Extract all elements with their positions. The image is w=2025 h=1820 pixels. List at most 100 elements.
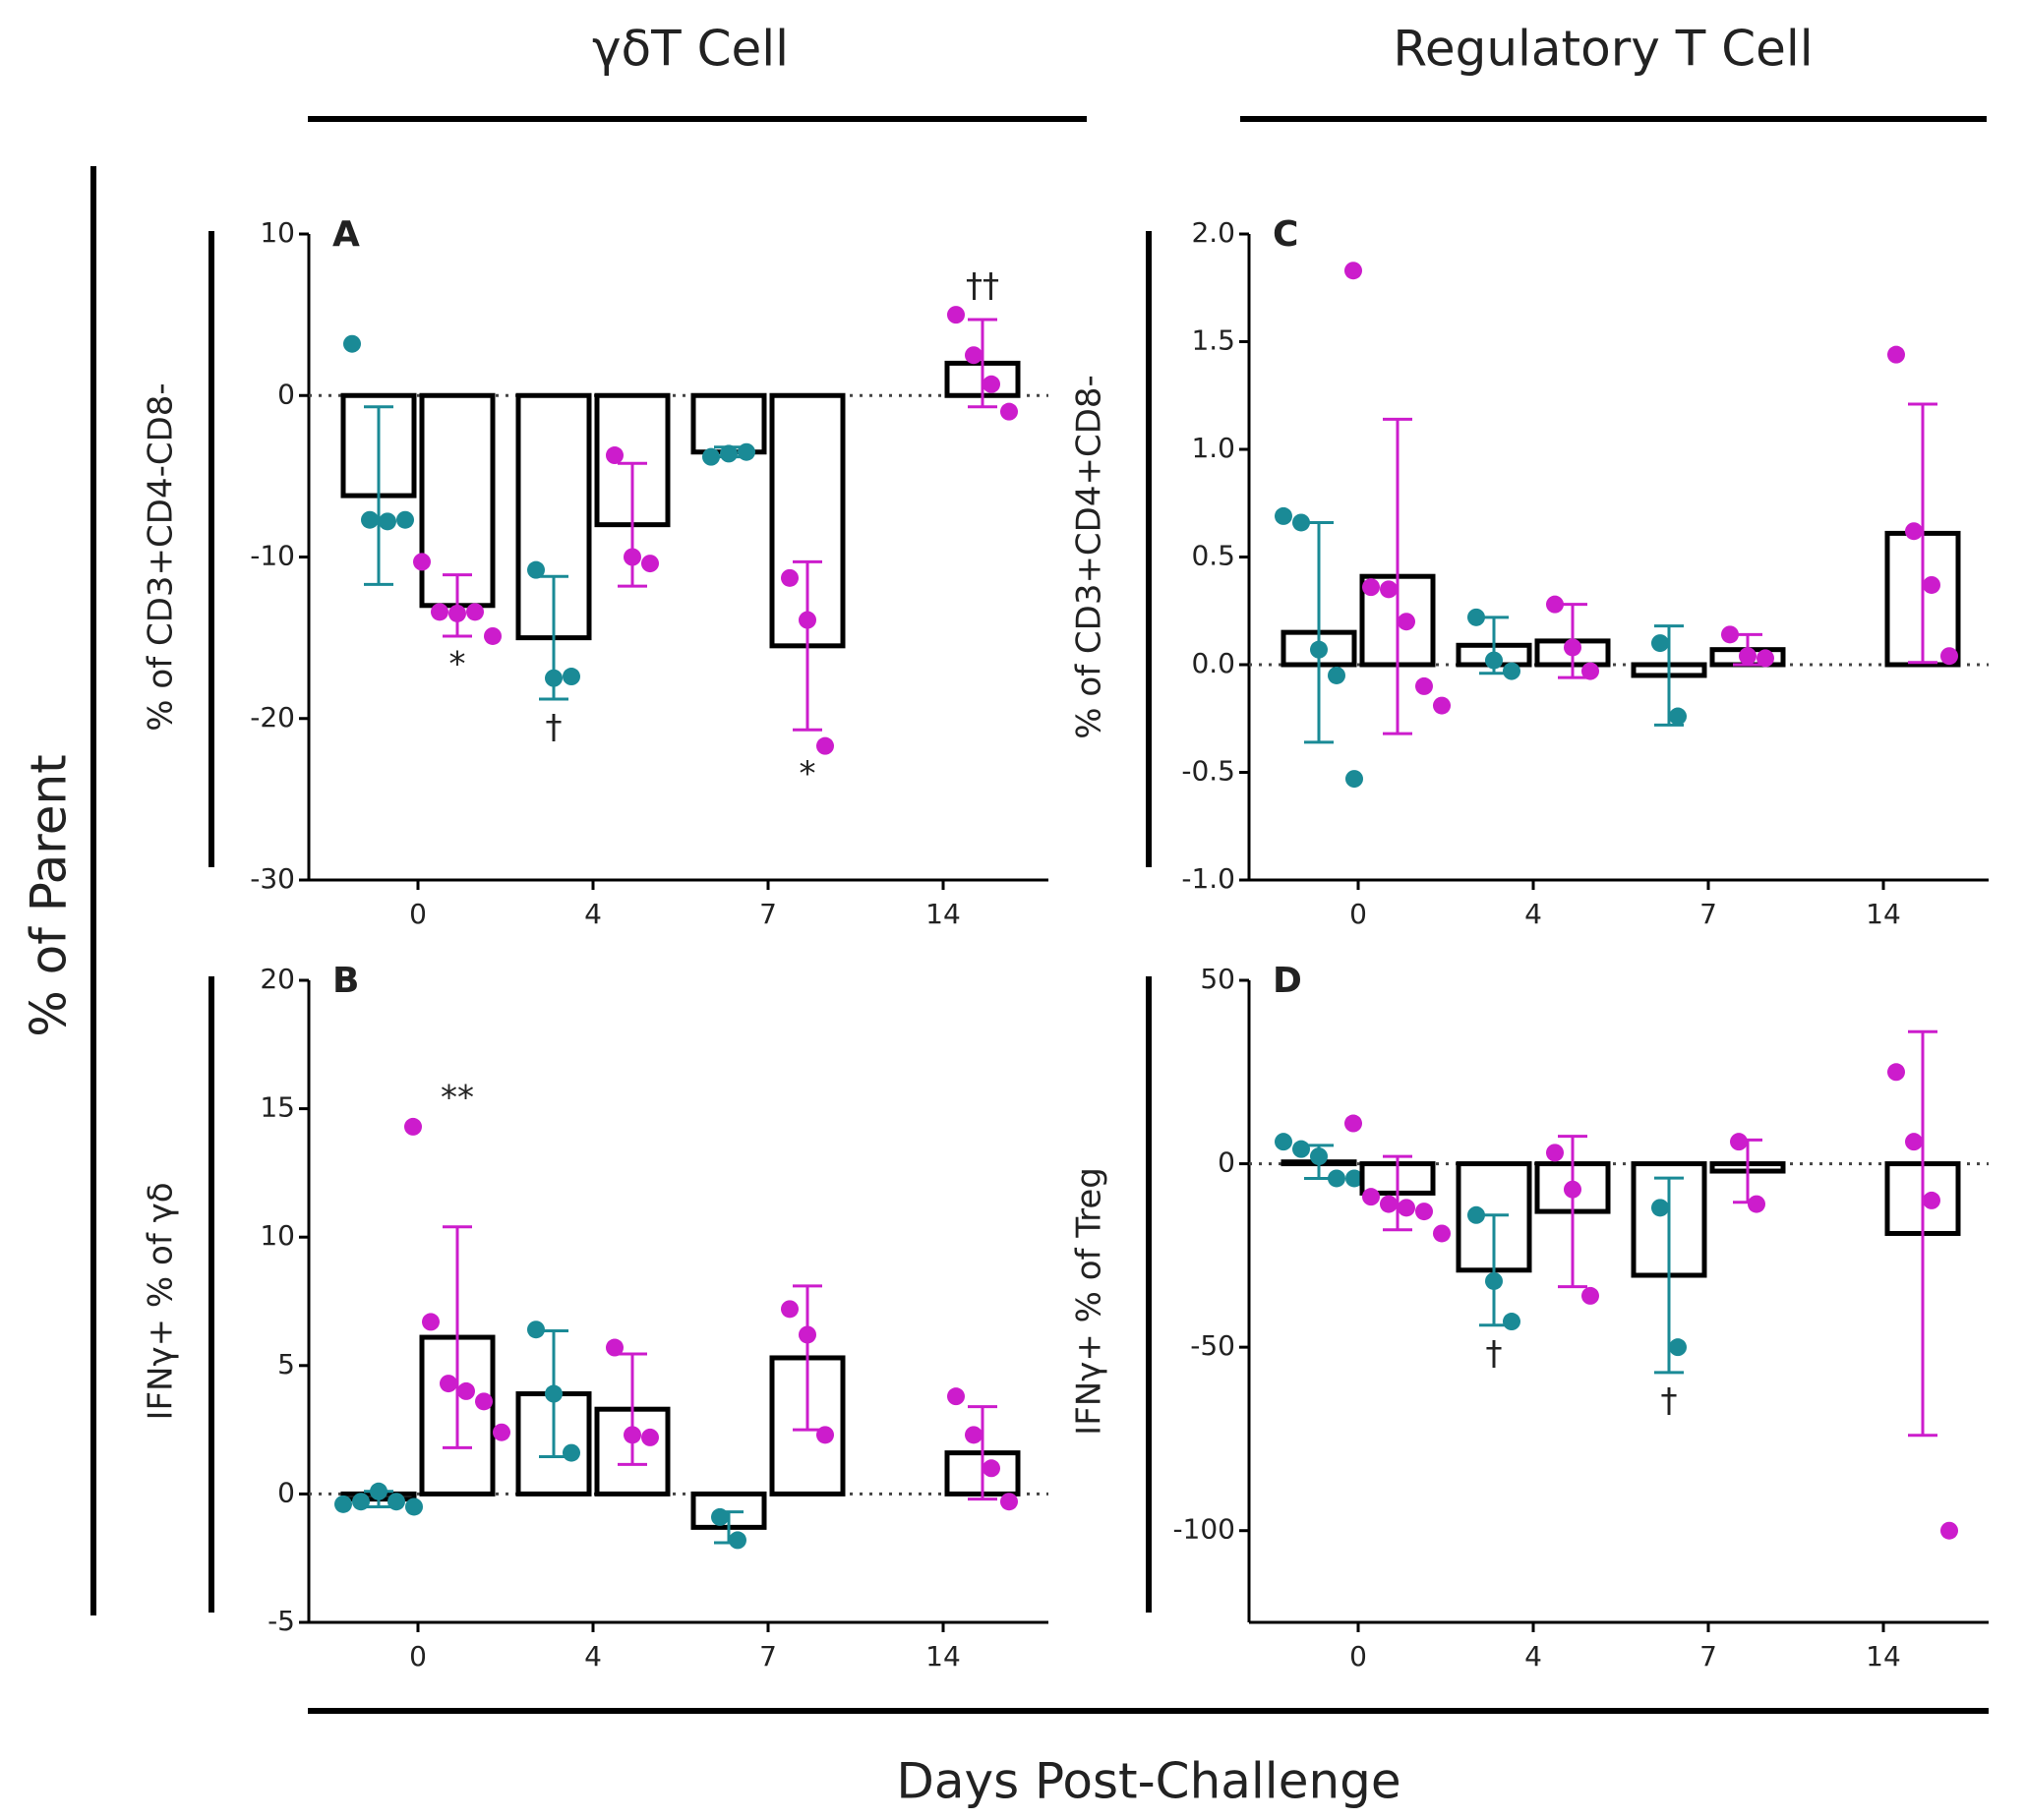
y-tick-label: 1.5 (1191, 324, 1235, 357)
data-point (816, 736, 834, 755)
data-point (1362, 578, 1380, 597)
data-point (1669, 707, 1687, 726)
y-tick-label: -30 (250, 862, 295, 895)
y-tick-label: -5 (268, 1605, 295, 1637)
data-point (361, 510, 379, 529)
x-tick-label: 14 (1866, 898, 1901, 930)
data-point (1503, 662, 1520, 680)
data-point (527, 1321, 545, 1339)
data-point (1651, 634, 1669, 653)
error-bar (968, 1405, 997, 1501)
data-point (606, 446, 624, 465)
error-bar (968, 318, 997, 409)
data-point (947, 1387, 965, 1406)
significance-mark: * (800, 754, 816, 793)
data-point (1905, 1133, 1923, 1151)
data-point (334, 1495, 352, 1513)
data-point (370, 1482, 387, 1500)
data-point (1380, 1195, 1398, 1213)
x-tick-label: 4 (584, 898, 602, 930)
data-point (1292, 513, 1310, 532)
panel-label: B (332, 961, 359, 1001)
data-point (1757, 649, 1774, 668)
data-point (563, 668, 580, 686)
data-point (781, 568, 799, 587)
data-point (387, 1493, 405, 1511)
data-point (1000, 1493, 1018, 1511)
data-point (1887, 1063, 1905, 1082)
data-point (527, 560, 545, 579)
y-tick-label: 15 (260, 1091, 295, 1124)
data-point (466, 603, 484, 621)
significance-mark: † (1486, 1333, 1503, 1373)
data-point (1275, 506, 1292, 525)
data-point (1739, 647, 1757, 666)
column-title: γδT Cell (592, 21, 789, 78)
x-tick-label: 4 (1524, 898, 1542, 930)
data-point (1721, 625, 1739, 644)
x-tick-label: 14 (1866, 1640, 1901, 1673)
error-bar (364, 405, 393, 586)
data-point (1328, 1169, 1345, 1188)
y-tick-label: 50 (1200, 963, 1235, 995)
y-tick-label: -1.0 (1181, 862, 1235, 895)
y-tick-label: 10 (260, 216, 295, 249)
error-bar (618, 1352, 647, 1466)
x-tick-label: 7 (759, 898, 777, 930)
data-point (422, 1313, 440, 1331)
bar (690, 392, 767, 455)
data-point (1275, 1133, 1292, 1151)
data-point (1651, 1199, 1669, 1217)
data-point (641, 555, 659, 573)
data-point (947, 306, 965, 324)
y-tick-label: 0.0 (1191, 647, 1235, 679)
error-bar (1383, 417, 1412, 735)
error-bar (793, 1284, 822, 1432)
x-tick-label: 7 (1699, 898, 1717, 930)
error-bar (1383, 1154, 1412, 1232)
data-point (1485, 1271, 1503, 1290)
data-point (440, 1375, 457, 1393)
data-point (1467, 1205, 1485, 1224)
data-point (965, 346, 983, 365)
data-point (702, 447, 720, 466)
data-point (1362, 1188, 1380, 1206)
x-tick-label: 4 (1524, 1640, 1542, 1673)
data-point (1398, 613, 1415, 631)
error-bar (1558, 1135, 1587, 1289)
error-bar (1654, 1176, 1684, 1375)
data-point (799, 1325, 816, 1344)
data-point (493, 1423, 510, 1441)
data-point (1905, 522, 1923, 541)
column-title: Regulatory T Cell (1393, 21, 1813, 78)
y-tick-label: 0 (277, 1476, 295, 1508)
x-tick-label: 0 (1349, 1640, 1367, 1673)
panel-label: A (332, 214, 360, 255)
data-point (1344, 1114, 1362, 1133)
data-point (641, 1428, 659, 1446)
data-point (484, 626, 502, 645)
y-tick-label: 0 (277, 378, 295, 410)
data-point (1581, 662, 1599, 680)
data-point (1467, 608, 1485, 626)
data-point (1000, 402, 1018, 421)
x-tick-label: 0 (1349, 898, 1367, 930)
data-point (1292, 1140, 1310, 1158)
x-tick-label: 14 (925, 1640, 961, 1673)
error-bar (1908, 402, 1937, 665)
data-point (1581, 1286, 1599, 1305)
data-point (431, 603, 448, 621)
data-point (983, 1459, 1000, 1478)
data-point (1923, 1191, 1940, 1209)
data-point (343, 334, 361, 353)
data-point (404, 1117, 422, 1136)
y-axis-label: IFNγ+ % of Treg (1070, 1167, 1109, 1436)
data-point (545, 669, 563, 687)
y-tick-label: -0.5 (1181, 755, 1235, 788)
y-tick-label: 0 (1218, 1146, 1235, 1179)
data-point (1730, 1133, 1748, 1151)
data-point (1433, 1224, 1451, 1243)
data-point (1344, 262, 1362, 280)
y-axis-label: % of CD3+CD4+CD8- (1070, 375, 1109, 739)
